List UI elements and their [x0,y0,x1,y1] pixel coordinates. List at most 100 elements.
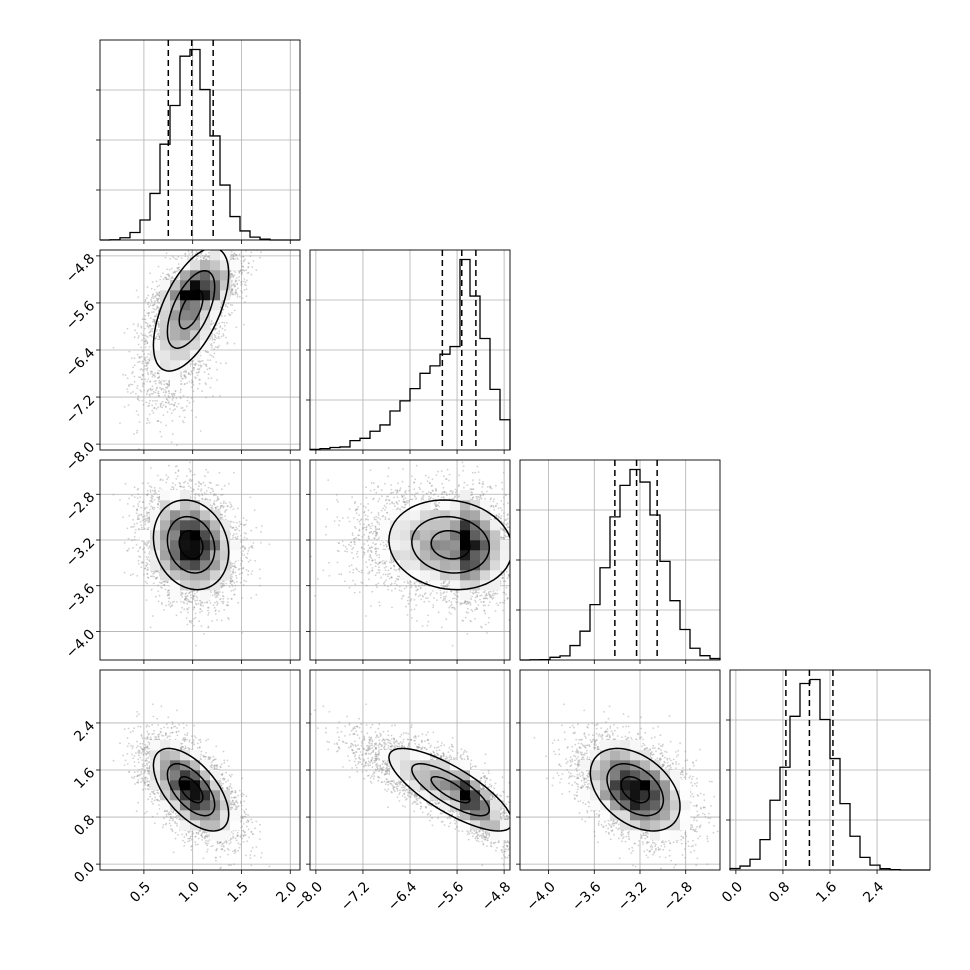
sample-point [236,294,239,296]
sample-point [153,407,156,410]
sample-point [231,289,234,291]
sample-point [179,397,182,400]
sample-point [137,323,140,326]
sample-point [244,281,247,284]
sample-point [146,391,149,393]
panel-content [112,250,262,450]
sample-point [198,360,201,362]
sample-point [151,388,154,391]
sample-point [159,430,162,433]
sample-point [171,276,174,279]
sample-point [162,404,165,407]
histogram-panel-1 [96,39,301,241]
sample-point [133,336,136,339]
sample-point [234,284,237,287]
sample-point [131,357,133,359]
sample-point [144,357,146,360]
sample-point [195,416,198,418]
sample-point [240,260,243,262]
sample-point [146,323,149,325]
sample-point [144,300,147,303]
sample-point [225,304,227,306]
sample-point [237,287,239,290]
sample-point [214,327,217,330]
sample-point [160,388,163,391]
sample-point [158,326,160,329]
sample-point [155,380,157,382]
sample-point [168,392,171,395]
sample-point [232,255,234,258]
sample-point [144,321,147,324]
sample-point [145,361,147,364]
sample-point [214,338,216,341]
sample-point [197,254,199,257]
sample-point [172,256,175,259]
sample-point [149,399,151,402]
sample-point [193,363,195,366]
sample-point [210,323,213,326]
sample-point [203,257,206,259]
sample-point [149,387,152,390]
sample-point [214,328,217,331]
sample-point [146,389,149,392]
sample-point [149,388,152,391]
sample-point [187,372,190,375]
sample-point [243,269,246,272]
sample-point [177,267,180,269]
sample-point [158,294,161,297]
sample-point [190,251,193,254]
sample-point [145,340,148,342]
sample-point [194,364,197,366]
sample-point [233,285,236,288]
sample-point [221,315,223,317]
sample-point [188,401,191,404]
sample-point [250,273,253,276]
sample-point [147,373,150,376]
sample-point [156,285,159,288]
sample-point [168,384,171,387]
sample-point [174,390,177,393]
sample-point [209,386,212,389]
sample-point [160,387,163,390]
sample-point [158,382,161,384]
sample-point [126,388,129,390]
sample-point [146,336,149,339]
sample-point [234,290,237,293]
sample-point [144,314,146,317]
sample-point [252,260,255,262]
sample-point [168,275,171,278]
sample-point [220,335,223,338]
sample-point [130,392,132,395]
sample-point [150,298,152,301]
sample-point [155,297,158,300]
sample-point [168,383,171,386]
sample-point [240,281,242,284]
sample-point [230,287,233,290]
sample-point [187,372,190,374]
sample-point [158,284,161,287]
sample-point [215,324,218,326]
sample-point [173,270,176,273]
sample-point [219,326,222,329]
sample-point [167,401,170,403]
sample-point [242,280,245,283]
sample-point [184,253,187,256]
sample-point [196,257,198,260]
sample-point [195,362,197,365]
sample-point [151,304,154,307]
panel-border [99,39,301,241]
sample-point [216,368,219,371]
sample-point [233,255,235,258]
sample-point [154,337,157,340]
sample-point [236,283,239,286]
sample-point [191,397,193,399]
sample-point [148,395,151,397]
sample-point [144,298,147,301]
sample-point [195,377,197,380]
sample-point [162,391,165,394]
sample-point [207,255,210,258]
sample-point [173,271,175,274]
sample-point [148,413,151,416]
sample-point [206,368,209,371]
sample-point [152,324,155,327]
